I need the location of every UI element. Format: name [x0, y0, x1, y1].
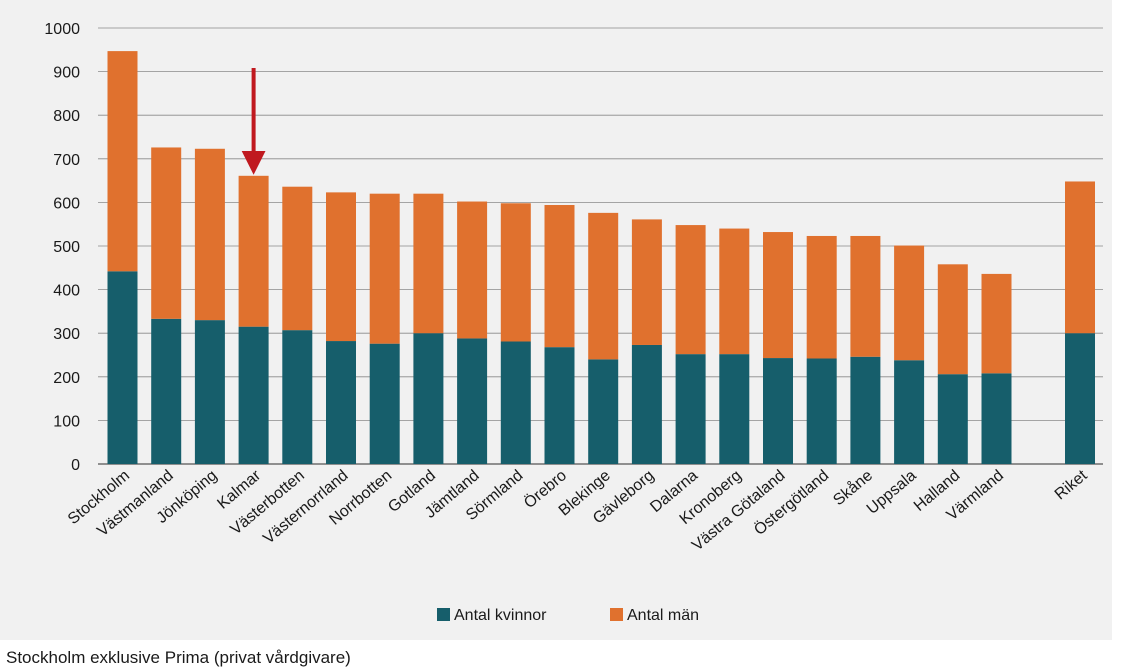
stacked-bar-chart: 0 100 200 300 400 500 600 700 800 900 1000 Stockho… — [44, 21, 1103, 624]
x-tick-label: Västmanland — [94, 467, 176, 540]
bar-kvinnor — [763, 358, 793, 464]
bar-kvinnor — [457, 338, 488, 464]
bar-man — [500, 203, 531, 342]
y-tick-label: 700 — [53, 152, 80, 169]
y-tick-label: 400 — [53, 283, 80, 300]
legend: Antal kvinnor Antal män — [437, 607, 699, 624]
bar-man — [806, 235, 837, 359]
y-tick-label: 1000 — [44, 21, 80, 38]
bar-man — [631, 219, 662, 345]
bar-kvinnor — [1065, 333, 1095, 464]
legend-swatch — [437, 608, 450, 621]
bar-kvinnor — [894, 360, 925, 464]
bar-man — [719, 228, 750, 355]
bar-man — [850, 235, 881, 357]
bar-man — [675, 225, 706, 355]
bar-kvinnor — [369, 343, 400, 464]
bar-man — [326, 192, 356, 342]
bar-man — [107, 51, 138, 272]
x-axis-tick-labels: StockholmVästmanlandJönköpingKalmarVäste… — [65, 466, 1091, 554]
x-tick-label: Uppsala — [864, 467, 920, 518]
bar-kvinnor — [151, 318, 182, 464]
bar-man — [238, 175, 269, 327]
bar-man — [369, 193, 400, 344]
bar-man — [937, 264, 968, 375]
bar-kvinnor — [326, 341, 356, 464]
y-tick-label: 300 — [53, 326, 80, 343]
y-tick-label: 200 — [53, 370, 80, 387]
bar-kvinnor — [631, 344, 662, 464]
bar-kvinnor — [981, 373, 1012, 464]
bar-man — [413, 193, 444, 334]
bar-man — [457, 201, 488, 339]
y-tick-label: 500 — [53, 239, 80, 256]
bar-kvinnor — [500, 341, 531, 464]
bar-kvinnor — [282, 330, 313, 464]
y-tick-label: 800 — [53, 108, 80, 125]
y-tick-label: 900 — [53, 65, 80, 82]
bar-kvinnor — [107, 271, 138, 464]
x-tick-label: Riket — [1052, 467, 1091, 504]
legend-swatch — [610, 608, 623, 621]
chart-footnote: Stockholm exklusive Prima (privat vårdgi… — [6, 648, 351, 667]
bars — [107, 51, 1095, 464]
bar-kvinnor — [588, 359, 619, 464]
x-tick-label: Östergötland — [751, 466, 833, 539]
bar-man — [894, 245, 925, 361]
bar-kvinnor — [413, 333, 444, 464]
bar-kvinnor — [850, 356, 881, 464]
legend-label: Antal män — [627, 607, 699, 624]
bar-man — [544, 205, 575, 348]
y-tick-label: 100 — [53, 413, 80, 430]
bar-man — [194, 148, 225, 321]
bar-kvinnor — [719, 354, 750, 464]
bar-kvinnor — [675, 354, 706, 464]
y-tick-label: 600 — [53, 195, 80, 212]
bar-kvinnor — [937, 374, 968, 464]
bar-kvinnor — [238, 326, 269, 464]
legend-label: Antal kvinnor — [454, 607, 547, 624]
bar-man — [763, 232, 793, 359]
y-tick-label: 0 — [71, 457, 80, 474]
bar-man — [151, 147, 182, 319]
bar-kvinnor — [544, 347, 575, 464]
bar-man — [981, 273, 1012, 374]
y-axis-tick-labels: 0 100 200 300 400 500 600 700 800 900 1000 — [44, 21, 80, 474]
bar-man — [282, 186, 313, 331]
bar-man — [1065, 181, 1095, 334]
bar-man — [588, 212, 619, 360]
bar-kvinnor — [194, 320, 225, 464]
bar-kvinnor — [806, 358, 837, 464]
